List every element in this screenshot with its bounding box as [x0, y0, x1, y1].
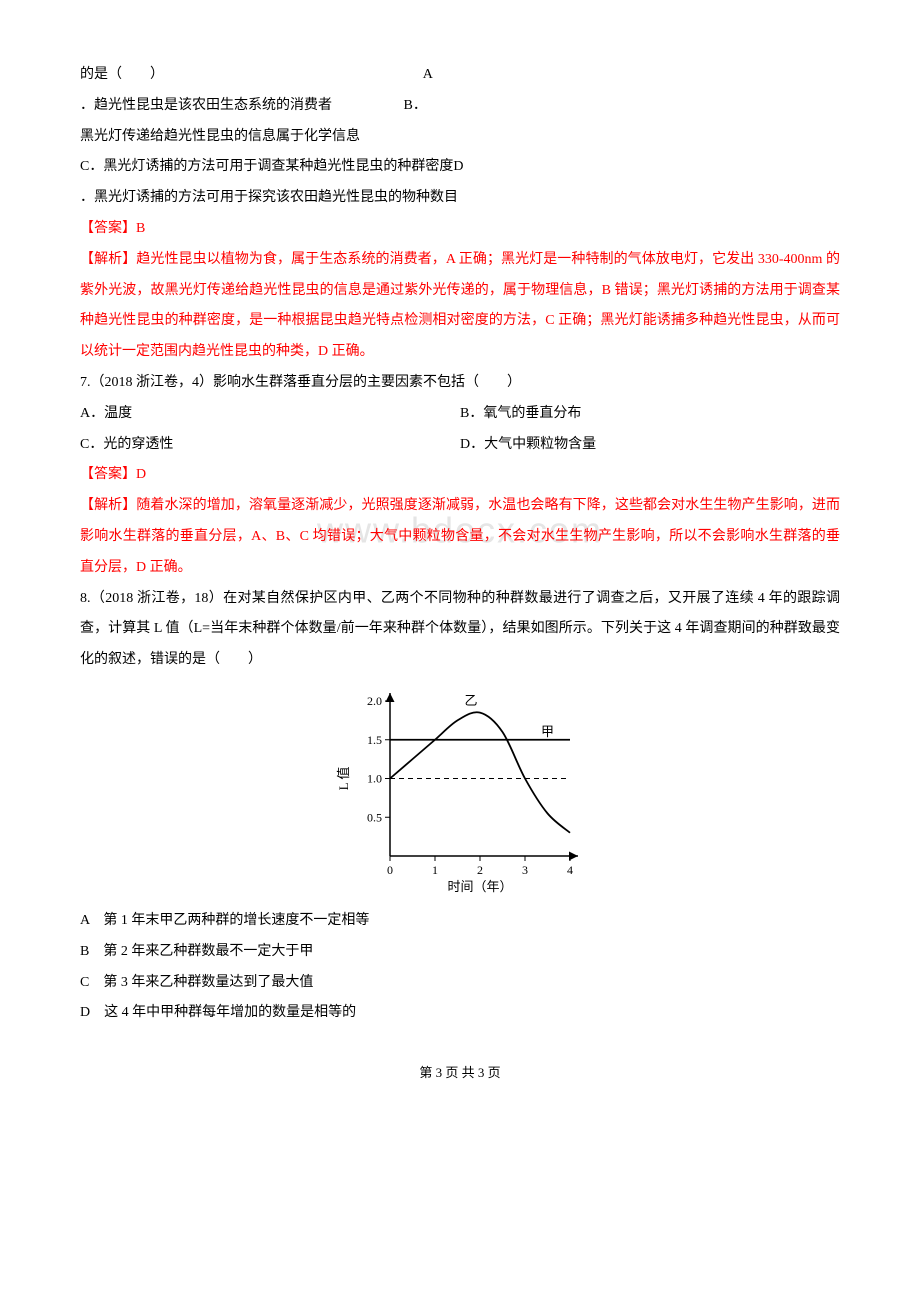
svg-text:2: 2 [477, 863, 483, 877]
footer-suffix: 页 [484, 1065, 500, 1080]
q6-stem-fragment: 的是（ ） A [80, 60, 840, 91]
q6-optB-label: B． [404, 98, 427, 113]
q6-optC: C．黑光灯诱捕的方法可用于调查某种趋光性昆虫的种群密度D [80, 152, 840, 183]
q6-optA-text: ．趋光性昆虫是该农田生态系统的消费者 [80, 91, 400, 122]
q7-optA: A．温度 [80, 399, 460, 430]
q7-explain-text: 随着水深的增加，溶氧量逐渐减少，光照强度逐渐减弱，水温也会略有下降，这些都会对水… [80, 498, 840, 575]
svg-text:2.0: 2.0 [367, 694, 382, 708]
svg-text:时间（年）: 时间（年） [447, 879, 512, 894]
svg-text:乙: 乙 [464, 693, 477, 708]
q7-answer-label: 【答案】 [80, 467, 136, 482]
q7-options-row1: A．温度 B．氧气的垂直分布 [80, 399, 840, 430]
q6-answer-label: 【答案】 [80, 221, 136, 236]
q7-optD: D．大气中颗粒物含量 [460, 430, 840, 461]
q7-stem: 7.（2018 浙江卷，4）影响水生群落垂直分层的主要因素不包括（ ） [80, 368, 840, 399]
q6-optA-label: A [423, 67, 433, 82]
q8-optC: C 第 3 年来乙种群数量达到了最大值 [80, 968, 840, 999]
q6-explain: 【解析】趋光性昆虫以植物为食，属于生态系统的消费者，A 正确；黑光灯是一种特制的… [80, 245, 840, 368]
q7-answer: 【答案】D [80, 460, 840, 491]
q8-optD: D 这 4 年中甲种群每年增加的数量是相等的 [80, 998, 840, 1029]
svg-text:1.0: 1.0 [367, 771, 382, 785]
svg-text:4: 4 [567, 863, 573, 877]
footer-prefix: 第 [419, 1065, 435, 1080]
q7-optB: B．氧气的垂直分布 [460, 399, 840, 430]
q8-stem: 8.（2018 浙江卷，18）在对某自然保护区内甲、乙两个不同物种的种群数最进行… [80, 584, 840, 676]
q6-stem-line1: 的是（ ） [80, 60, 420, 91]
q7-explain-label: 【解析】 [80, 498, 136, 513]
svg-text:甲: 甲 [541, 724, 554, 739]
q6-answer: 【答案】B [80, 214, 840, 245]
svg-text:1: 1 [432, 863, 438, 877]
q6-explain-label: 【解析】 [80, 252, 136, 267]
svg-text:0.5: 0.5 [367, 810, 382, 824]
svg-text:0: 0 [387, 863, 393, 877]
svg-text:L 值: L 值 [336, 767, 351, 791]
q7-answer-value: D [136, 467, 146, 482]
q6-optB-text: 黑光灯传递给趋光性昆虫的信息属于化学信息 [80, 122, 840, 153]
q6-optD: ．黑光灯诱捕的方法可用于探究该农田趋光性昆虫的物种数目 [80, 183, 840, 214]
page-footer: 第 3 页 共 3 页 [80, 1059, 840, 1088]
q7-options-row2: C．光的穿透性 D．大气中颗粒物含量 [80, 430, 840, 461]
page-content: 的是（ ） A ．趋光性昆虫是该农田生态系统的消费者 B． 黑光灯传递给趋光性昆… [80, 60, 840, 1088]
svg-text:3: 3 [522, 863, 528, 877]
q8-chart-wrap: 0 1 2 3 4 0.5 1.0 1.5 2.0 乙甲时间（年） L 值 [80, 686, 840, 896]
q8-optB: B 第 2 年来乙种群数最不一定大于甲 [80, 937, 840, 968]
q7-optC: C．光的穿透性 [80, 430, 460, 461]
q6-explain-text: 趋光性昆虫以植物为食，属于生态系统的消费者，A 正确；黑光灯是一种特制的气体放电… [80, 252, 840, 359]
q7-explain: 【解析】随着水深的增加，溶氧量逐渐减少，光照强度逐渐减弱，水温也会略有下降，这些… [80, 491, 840, 583]
q8-chart-svg: 0 1 2 3 4 0.5 1.0 1.5 2.0 乙甲时间（年） L 值 [330, 686, 590, 896]
q8-chart: 0 1 2 3 4 0.5 1.0 1.5 2.0 乙甲时间（年） L 值 [330, 686, 590, 896]
q8-optA: A 第 1 年末甲乙两种群的增长速度不一定相等 [80, 906, 840, 937]
svg-text:1.5: 1.5 [367, 733, 382, 747]
q6-answer-value: B [136, 221, 145, 236]
footer-mid: 页 共 [442, 1065, 478, 1080]
q6-optA-line: ．趋光性昆虫是该农田生态系统的消费者 B． [80, 91, 840, 122]
